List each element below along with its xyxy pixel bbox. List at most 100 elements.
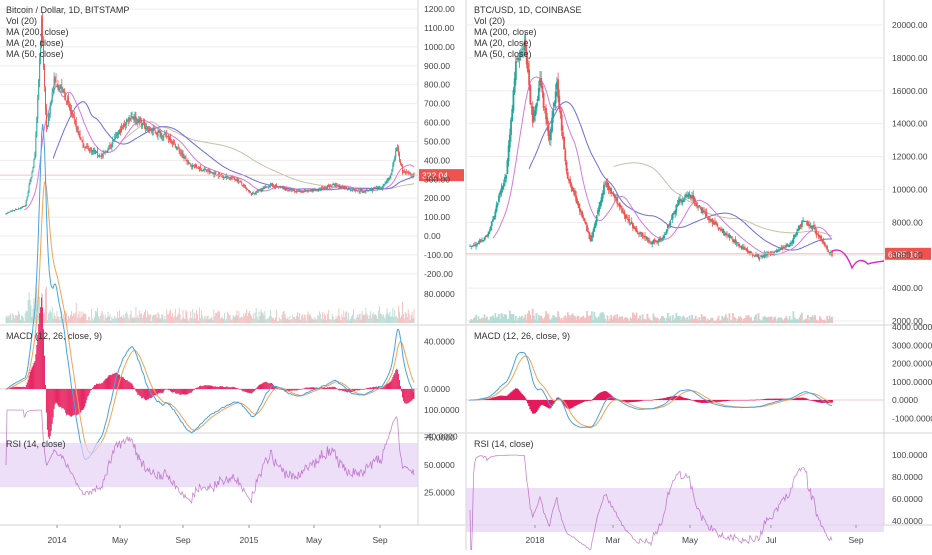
right-macd-hist-bar — [625, 400, 628, 403]
left-volume-bar — [272, 318, 273, 323]
left-candle-body — [37, 99, 39, 120]
left-macd-hist-bar — [376, 387, 378, 389]
left-candle-body — [266, 186, 268, 188]
right-macd-hist-bar — [814, 400, 817, 402]
left-macd-label[interactable]: MACD (12, 26, close, 9) — [6, 331, 103, 341]
left-candle-body — [157, 131, 159, 137]
left-volume-bar — [337, 315, 339, 323]
right-price-tick-label: 18000.00 — [892, 53, 928, 63]
right-macd-hist-bar — [775, 398, 778, 400]
right-candle-body — [636, 233, 639, 234]
left-macd-hist-bar — [64, 389, 66, 410]
left-macd-hist-bar — [106, 378, 108, 389]
right-macd-hist-bar — [797, 397, 800, 400]
left-study-vol[interactable]: Vol (20) — [6, 16, 38, 26]
left-volume-bar — [180, 320, 182, 323]
left-candle-body — [357, 190, 359, 192]
right-volume-bar — [714, 321, 716, 323]
right-volume-bar — [735, 320, 738, 323]
left-volume-bar — [241, 316, 243, 323]
right-macd-hist-bar — [666, 397, 669, 400]
right-candle-body — [493, 216, 496, 220]
right-volume-bar — [495, 317, 498, 323]
left-macd-hist-bar — [101, 383, 103, 389]
left-candle-body — [291, 189, 293, 192]
left-macd-hist-bar — [207, 385, 209, 389]
right-volume-bar — [681, 316, 684, 323]
left-macd-hist-bar — [137, 389, 139, 395]
left-volume-bar — [338, 308, 340, 323]
left-volume-bar — [159, 318, 161, 323]
left-macd-hist-bar — [58, 389, 60, 407]
left-candle-body — [259, 190, 261, 191]
left-volume-bar — [321, 319, 323, 323]
right-macd-hist-bar — [813, 400, 815, 402]
right-candle-body — [593, 226, 596, 232]
right-candle-body — [498, 195, 500, 202]
left-study-ma200[interactable]: MA (200, close) — [6, 27, 69, 37]
right-candle-body — [469, 245, 471, 247]
right-volume-bar — [771, 319, 774, 323]
right-study-vol[interactable]: Vol (20) — [474, 16, 506, 26]
right-study-ma200[interactable]: MA (200, close) — [474, 27, 537, 37]
left-volume-bar — [80, 311, 82, 323]
left-volume-bar — [306, 314, 308, 323]
left-macd-hist-bar — [45, 389, 47, 413]
right-macd-hist-bar — [665, 397, 668, 400]
left-volume-bar — [353, 319, 355, 323]
left-macd-hist-bar — [338, 389, 340, 391]
left-study-ma50[interactable]: MA (50, close) — [6, 49, 64, 59]
right-candle-body — [677, 200, 680, 205]
right-macd-hist-bar — [806, 399, 809, 400]
left-volume-bar — [293, 316, 295, 323]
left-volume-bar — [399, 311, 401, 323]
left-candle-body — [269, 186, 271, 188]
right-volume-bar — [517, 318, 520, 323]
right-rsi-label[interactable]: RSI (14, close) — [474, 439, 534, 449]
left-candle-body — [277, 187, 279, 188]
left-macd-hist-bar — [18, 386, 19, 389]
left-study-ma20[interactable]: MA (20, close) — [6, 38, 64, 48]
right-candle-body — [759, 255, 762, 257]
left-candle-body — [201, 170, 203, 172]
right-macd-hist-bar — [574, 400, 576, 406]
left-volume-bar — [182, 309, 184, 323]
right-macd-hist-bar — [756, 399, 759, 401]
left-candle-body — [115, 135, 117, 137]
left-candle-body — [216, 175, 218, 177]
left-volume-bar — [190, 311, 192, 323]
left-volume-bar — [327, 310, 329, 323]
left-macd-hist-bar — [170, 389, 171, 392]
left-candle-body — [408, 172, 410, 174]
left-rsi-label[interactable]: RSI (14, close) — [6, 439, 66, 449]
right-macd-label[interactable]: MACD (12, 26, close, 9) — [474, 331, 571, 341]
right-volume-bar — [828, 315, 831, 323]
right-macd-hist-bar — [663, 398, 666, 400]
left-macd-hist-bar — [186, 389, 188, 395]
right-macd-hist-bar — [540, 400, 543, 406]
right-candle-body — [680, 199, 683, 202]
right-macd-hist-bar — [588, 400, 591, 401]
left-candle-body — [33, 160, 35, 169]
left-volume-bar — [108, 316, 110, 323]
left-candle-body — [174, 143, 176, 148]
right-volume-bar — [617, 318, 620, 323]
right-volume-bar — [734, 317, 737, 323]
right-macd-hist-bar — [811, 400, 814, 401]
right-study-ma50[interactable]: MA (50, close) — [474, 49, 532, 59]
left-candle-body — [365, 189, 367, 193]
left-volume-bar — [232, 315, 234, 323]
left-volume-bar — [318, 316, 320, 323]
left-candle-body — [208, 169, 210, 173]
right-study-ma20[interactable]: MA (20, close) — [474, 38, 532, 48]
right-volume-bar — [659, 318, 662, 323]
right-macd-hist-bar — [562, 400, 564, 404]
right-volume-bar — [652, 313, 655, 323]
left-volume-bar — [261, 312, 263, 323]
right-candle-body — [827, 250, 830, 252]
left-macd-hist-bar — [46, 389, 48, 430]
right-volume-bar — [745, 315, 748, 323]
right-candle-body — [762, 256, 765, 257]
right-volume-bar — [553, 316, 556, 323]
